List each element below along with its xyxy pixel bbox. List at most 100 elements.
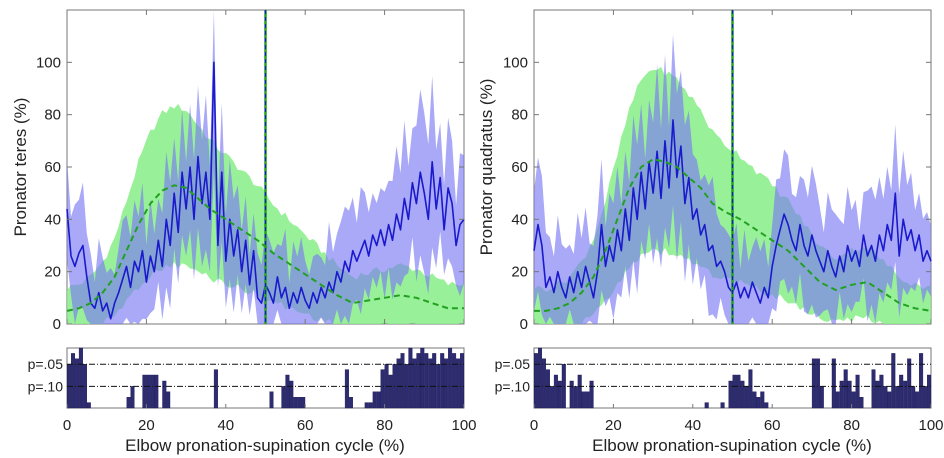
x-tick-label: 20 <box>605 417 622 434</box>
pvalue-bar <box>831 358 836 409</box>
pvalue-bar <box>400 353 405 409</box>
pvalue-bar <box>553 374 558 409</box>
pvalue-bar <box>752 391 757 409</box>
pvalue-bar <box>581 391 586 409</box>
pvalue-bar <box>887 391 892 409</box>
pvalue-bar <box>871 369 876 409</box>
x-tick-label: 40 <box>684 417 701 434</box>
pvalue-bar <box>281 386 286 409</box>
pvalue-bar <box>557 380 562 409</box>
pvalue-bar <box>428 358 433 409</box>
pvalue-bar <box>549 386 554 409</box>
pvalue-bar <box>811 358 816 409</box>
pvalue-bar <box>815 358 820 409</box>
pvalue-bar <box>704 402 709 409</box>
pvalue-bar <box>376 391 381 409</box>
pvalue-bar <box>416 353 421 409</box>
pvalue-bar <box>728 380 733 409</box>
x-tick-label: 60 <box>297 417 314 434</box>
pvalue-bar <box>456 358 461 409</box>
pvalue-bar <box>420 347 425 409</box>
y-tick-label: 20 <box>511 264 528 281</box>
y-tick-label: 20 <box>44 264 61 281</box>
y-axis-ticks: 0 20 40 60 80 100 <box>36 10 465 333</box>
pronator-quadratus-panel: 0 20 40 60 80 100 Pronator quadratus (%) <box>477 9 932 333</box>
pvalue-bar <box>368 402 373 409</box>
pvalue-bar <box>847 380 852 409</box>
pvalue-bars <box>534 347 932 409</box>
pvalue-bar <box>756 397 761 409</box>
pvalue-bar <box>150 374 155 409</box>
pvalue-bar <box>855 374 860 409</box>
x-tick-label: 60 <box>764 417 781 434</box>
y-tick-label: 0 <box>520 316 528 333</box>
pvalue-bar <box>460 353 465 409</box>
pvalue-bar <box>344 369 349 409</box>
pvalue-bar <box>380 369 385 409</box>
pvalue-bar <box>444 358 449 409</box>
pvalue-bar <box>545 369 550 409</box>
pvalue-bar <box>301 397 306 409</box>
pvalue-bar <box>764 402 769 409</box>
pvalue-bar <box>86 402 91 409</box>
pvalue-bar <box>285 374 290 409</box>
pvalue-bar <box>915 391 920 409</box>
x-tick-label: 0 <box>63 417 71 434</box>
pvalue-bar <box>440 353 445 409</box>
x-tick-label: 80 <box>843 417 860 434</box>
pvalue-bar <box>911 386 916 409</box>
pvalue-bar <box>538 347 543 409</box>
pvalue-bar <box>541 358 546 409</box>
pvalue-bar <box>154 374 159 409</box>
solid-series-band <box>534 34 931 324</box>
pvalue-bar <box>293 397 298 409</box>
pvalue-bar <box>364 402 369 409</box>
pvalue-bar <box>843 369 848 409</box>
y-tick-label: 60 <box>44 159 61 176</box>
pvalue-bar <box>851 391 856 409</box>
pvalue-bar <box>899 374 904 409</box>
right-pvalue-panel: p=.05 p=.10 0 20 40 60 80 100 Elbow pronation-… <box>495 347 944 455</box>
x-tick-label: 0 <box>530 417 538 434</box>
pvalue-bar <box>720 402 725 409</box>
pvalue-bar <box>760 391 765 409</box>
pvalue-bar <box>534 353 539 409</box>
y-axis-label: Pronator teres (%) <box>11 98 30 237</box>
pvalue-bar <box>166 391 171 409</box>
pvalue-bar <box>142 374 147 409</box>
pvalue-reference-lines: p=.05 p=.10 <box>28 356 464 394</box>
pvalue-bar <box>883 386 888 409</box>
pvalue-bar <box>839 380 844 409</box>
pvalue-bar <box>585 391 590 409</box>
y-tick-label: 100 <box>36 54 61 71</box>
pvalue-bar <box>819 386 824 409</box>
pvalue-bar <box>289 380 294 409</box>
y-tick-label: 0 <box>53 316 61 333</box>
dashed-series-line <box>66 184 464 312</box>
dashed-series-line <box>534 158 932 312</box>
pvalue-bar <box>748 369 753 409</box>
y-tick-label: 40 <box>511 211 528 228</box>
y-tick-label: 80 <box>511 107 528 124</box>
pvalue-bar <box>927 374 932 409</box>
y-tick-label: 100 <box>503 54 528 71</box>
pvalue-bar <box>891 353 896 409</box>
pvalue-reference-label: p=.05 <box>495 356 531 372</box>
x-tick-label: 20 <box>138 417 155 434</box>
pvalue-bar <box>573 386 578 409</box>
pvalue-bar <box>130 386 135 409</box>
pvalue-bar <box>78 347 83 409</box>
y-tick-label: 40 <box>44 211 61 228</box>
pvalue-bar <box>577 374 582 409</box>
pvalue-bar <box>269 391 274 409</box>
pvalue-bar <box>432 353 437 409</box>
pvalue-reference-label: p=.05 <box>28 356 64 372</box>
pvalue-bar <box>859 397 864 409</box>
pvalue-bar <box>923 386 928 409</box>
pvalue-bar <box>297 397 302 409</box>
pvalue-bar <box>895 386 900 409</box>
pvalue-bar <box>146 374 151 409</box>
pvalue-bar <box>452 353 457 409</box>
pvalue-reference-label: p=.10 <box>495 378 531 394</box>
pvalue-bar <box>348 397 353 409</box>
